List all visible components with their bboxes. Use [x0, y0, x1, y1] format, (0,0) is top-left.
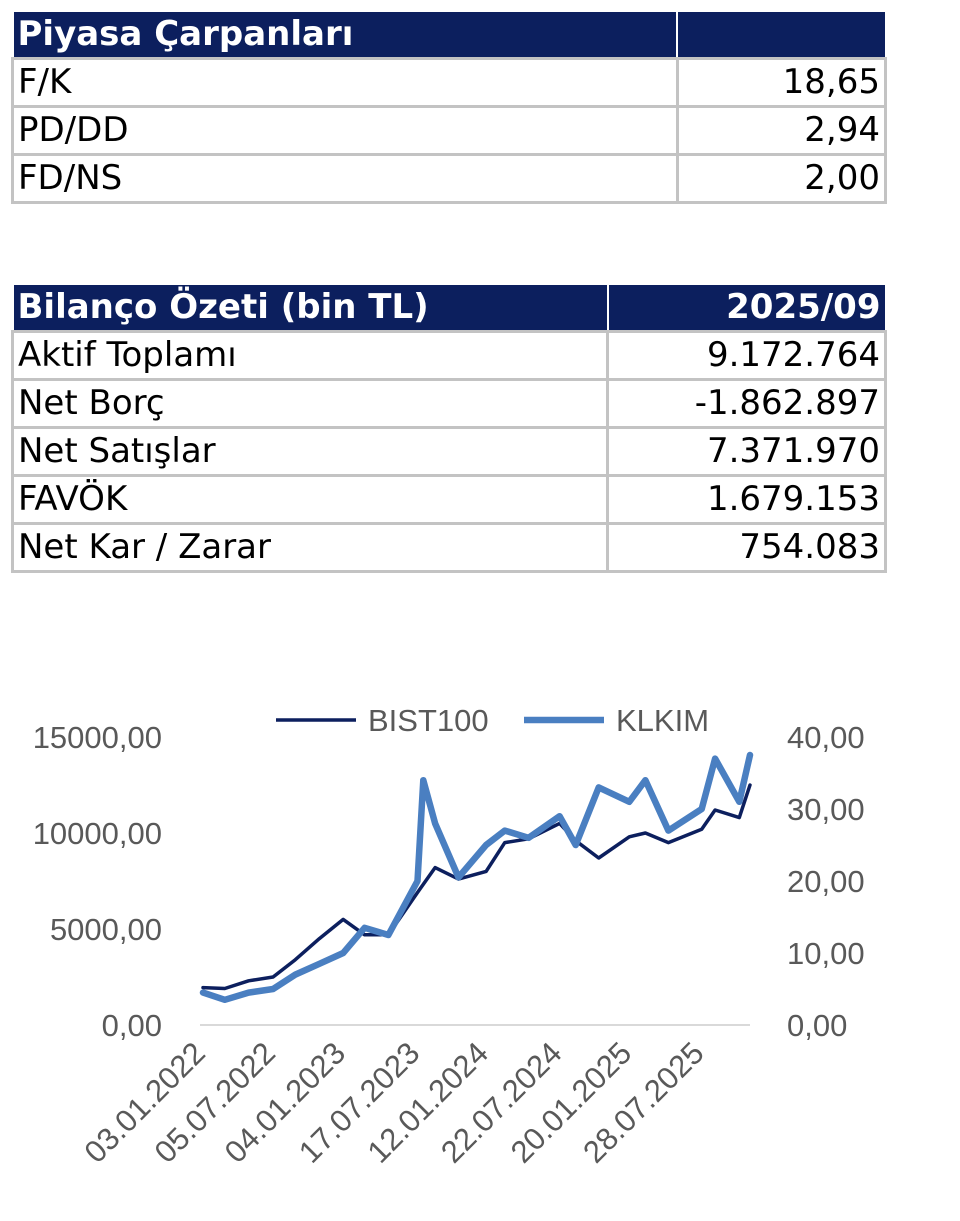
- series-line-klkim: [199, 751, 754, 1004]
- market-multiples-header-blank: [676, 10, 887, 60]
- table-row: Net Borç -1.862.897: [10, 378, 887, 429]
- row-value: 2,94: [675, 105, 888, 156]
- legend-label-klkim: KLKIM: [616, 703, 709, 738]
- row-label: Aktif Toplamı: [10, 330, 610, 381]
- table-row: PD/DD 2,94: [11, 105, 888, 156]
- y-left-tick-label: 15000,00: [33, 720, 162, 755]
- balance-summary-table: Bilanço Özeti (bin TL) 2025/09 Aktif Top…: [10, 283, 887, 573]
- legend-label-bist100: BIST100: [368, 703, 489, 738]
- y-right-tick-label: 0,00: [787, 1008, 847, 1043]
- series-line-bist100: [201, 783, 752, 991]
- balance-summary-period: 2025/09: [606, 283, 887, 333]
- row-label: PD/DD: [11, 105, 679, 156]
- row-value: 18,65: [675, 57, 888, 108]
- row-label: FAVÖK: [10, 474, 610, 525]
- balance-summary-header: Bilanço Özeti (bin TL) 2025/09: [11, 283, 887, 333]
- balance-summary-title: Bilanço Özeti (bin TL): [11, 283, 609, 333]
- row-label: FD/NS: [11, 153, 679, 204]
- row-value: 2,00: [675, 153, 888, 204]
- y-right-tick-label: 30,00: [787, 792, 865, 827]
- row-label: Net Kar / Zarar: [10, 522, 610, 573]
- row-value: -1.862.897: [606, 378, 887, 429]
- y-left-tick-label: 10000,00: [33, 816, 162, 851]
- y-right-tick-label: 40,00: [787, 720, 865, 755]
- table-row: Net Kar / Zarar 754.083: [10, 522, 887, 573]
- row-label: F/K: [11, 57, 679, 108]
- market-multiples-header: Piyasa Çarpanları: [11, 10, 887, 60]
- table-row: Aktif Toplamı 9.172.764: [10, 330, 887, 381]
- y-left-tick-label: 0,00: [102, 1008, 162, 1043]
- y-right-tick-label: 10,00: [787, 936, 865, 971]
- y-left-tick-label: 5000,00: [50, 912, 162, 947]
- row-label: Net Satışlar: [10, 426, 610, 477]
- table-row: F/K 18,65: [11, 57, 888, 108]
- table-row: Net Satışlar 7.371.970: [10, 426, 887, 477]
- row-value: 1.679.153: [606, 474, 887, 525]
- row-value: 7.371.970: [606, 426, 887, 477]
- y-right-tick-label: 20,00: [787, 864, 865, 899]
- row-label: Net Borç: [10, 378, 610, 429]
- row-value: 754.083: [606, 522, 887, 573]
- table-row: FAVÖK 1.679.153: [10, 474, 887, 525]
- row-value: 9.172.764: [606, 330, 887, 381]
- table-row: FD/NS 2,00: [11, 153, 888, 204]
- market-multiples-title: Piyasa Çarpanları: [11, 10, 679, 60]
- price-line-chart: 15000,00 10000,00 5000,00 0,00 40,00 30,00 20,…: [33, 703, 865, 1170]
- market-multiples-table: Piyasa Çarpanları F/K 18,65 PD/DD 2,94 F…: [11, 10, 888, 204]
